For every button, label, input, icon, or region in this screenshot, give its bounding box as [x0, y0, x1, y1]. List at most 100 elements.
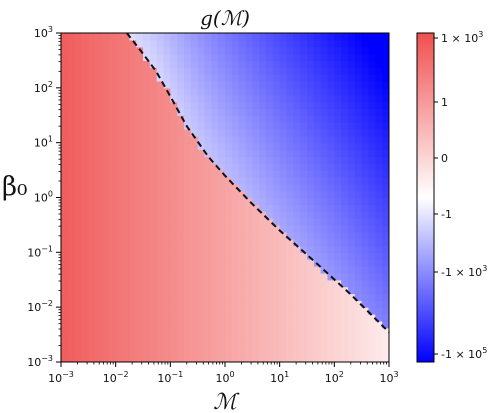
heatmap-cell — [163, 259, 171, 267]
heatmap-cell — [163, 348, 171, 356]
heatmap-cell — [361, 252, 370, 260]
heatmap-cell — [286, 266, 294, 274]
heatmap-cell — [300, 67, 308, 75]
heatmap-cell — [115, 252, 124, 260]
heatmap-cell — [382, 341, 389, 349]
heatmap-cell — [177, 156, 185, 164]
heatmap-cell — [382, 307, 389, 315]
heatmap-cell — [341, 108, 349, 116]
heatmap-cell — [102, 211, 110, 219]
heatmap-cell — [293, 334, 301, 343]
heatmap-cell — [170, 320, 178, 329]
heatmap-cell — [177, 341, 185, 349]
heatmap-cell — [156, 163, 165, 171]
heatmap-cell — [375, 156, 383, 164]
heatmap-cell — [163, 128, 171, 137]
heatmap-cell — [252, 245, 260, 253]
heatmap-cell — [136, 266, 144, 274]
heatmap-cell — [313, 108, 322, 116]
heatmap-cell — [204, 266, 212, 274]
heatmap-cell — [204, 176, 212, 185]
heatmap-cell — [334, 128, 342, 137]
heatmap-cell — [225, 87, 233, 96]
heatmap-cell — [225, 300, 233, 308]
heatmap-cell — [300, 327, 308, 336]
heatmap-cell — [149, 266, 158, 274]
heatmap-cell — [361, 67, 370, 75]
heatmap-cell — [327, 149, 335, 157]
heatmap-cell — [95, 266, 103, 274]
heatmap-cell — [354, 286, 363, 295]
heatmap-cell — [334, 204, 342, 212]
heatmap-cell — [354, 300, 363, 308]
heatmap-cell — [204, 87, 212, 96]
heatmap-cell — [122, 355, 130, 362]
heatmap-cell — [204, 190, 212, 199]
heatmap-cell — [143, 163, 151, 171]
heatmap-cell — [286, 314, 294, 322]
heatmap-cell — [163, 135, 171, 144]
x-tick-label: 101 — [270, 370, 289, 385]
heatmap-cell — [272, 163, 281, 171]
heatmap-cell — [190, 176, 199, 185]
heatmap-cell — [184, 53, 192, 62]
heatmap-cell — [197, 108, 206, 116]
heatmap-cell — [368, 53, 376, 62]
heatmap-cell — [149, 238, 158, 247]
heatmap-cell — [286, 115, 294, 123]
heatmap-cell — [95, 170, 103, 178]
heatmap-cell — [115, 163, 124, 171]
heatmap-cell — [327, 252, 335, 260]
heatmap-cell — [327, 224, 335, 233]
heatmap-cell — [95, 74, 103, 82]
heatmap-cell — [129, 238, 137, 247]
heatmap-cell — [348, 300, 356, 308]
heatmap-cell — [286, 128, 294, 137]
heatmap-cell — [313, 266, 322, 274]
heatmap-cell — [231, 204, 240, 212]
heatmap-cell — [102, 286, 110, 295]
heatmap-cell — [334, 252, 342, 260]
heatmap-cell — [313, 176, 322, 185]
heatmap-cell — [231, 67, 240, 75]
heatmap-cell — [74, 272, 83, 281]
heatmap-cell — [334, 327, 342, 336]
heatmap-cell — [102, 53, 110, 62]
heatmap-cell — [307, 272, 315, 281]
heatmap-cell — [293, 218, 301, 226]
heatmap-cell — [143, 33, 151, 41]
heatmap-cell — [286, 176, 294, 185]
heatmap-cell — [74, 115, 83, 123]
heatmap-cell — [95, 190, 103, 199]
heatmap-cell — [170, 122, 178, 130]
heatmap-cell — [218, 80, 226, 89]
heatmap-cell — [67, 170, 76, 178]
heatmap-cell — [218, 307, 226, 315]
heatmap-cell — [163, 39, 171, 48]
heatmap-cell — [231, 128, 240, 137]
heatmap-cell — [231, 252, 240, 260]
heatmap-cell — [122, 170, 130, 178]
heatmap-cell — [88, 46, 96, 55]
heatmap-cell — [129, 170, 137, 178]
heatmap-cell — [170, 53, 178, 62]
heatmap-cell — [197, 320, 206, 329]
heatmap-cell — [245, 231, 253, 240]
heatmap-cell — [341, 101, 349, 109]
heatmap-cell — [170, 341, 178, 349]
heatmap-cell — [252, 300, 260, 308]
heatmap-cell — [197, 183, 206, 192]
heatmap-cell — [259, 60, 267, 68]
heatmap-cell — [272, 115, 281, 123]
heatmap-cell — [354, 176, 363, 185]
heatmap-cell — [382, 279, 389, 288]
heatmap-cell — [293, 67, 301, 75]
heatmap-cell — [375, 190, 383, 199]
heatmap-cell — [272, 33, 281, 41]
heatmap-cell — [67, 122, 76, 130]
heatmap-cell — [307, 128, 315, 137]
heatmap-cell — [129, 39, 137, 48]
heatmap-cell — [368, 320, 376, 329]
heatmap-cell — [231, 293, 240, 301]
heatmap-cell — [197, 135, 206, 144]
